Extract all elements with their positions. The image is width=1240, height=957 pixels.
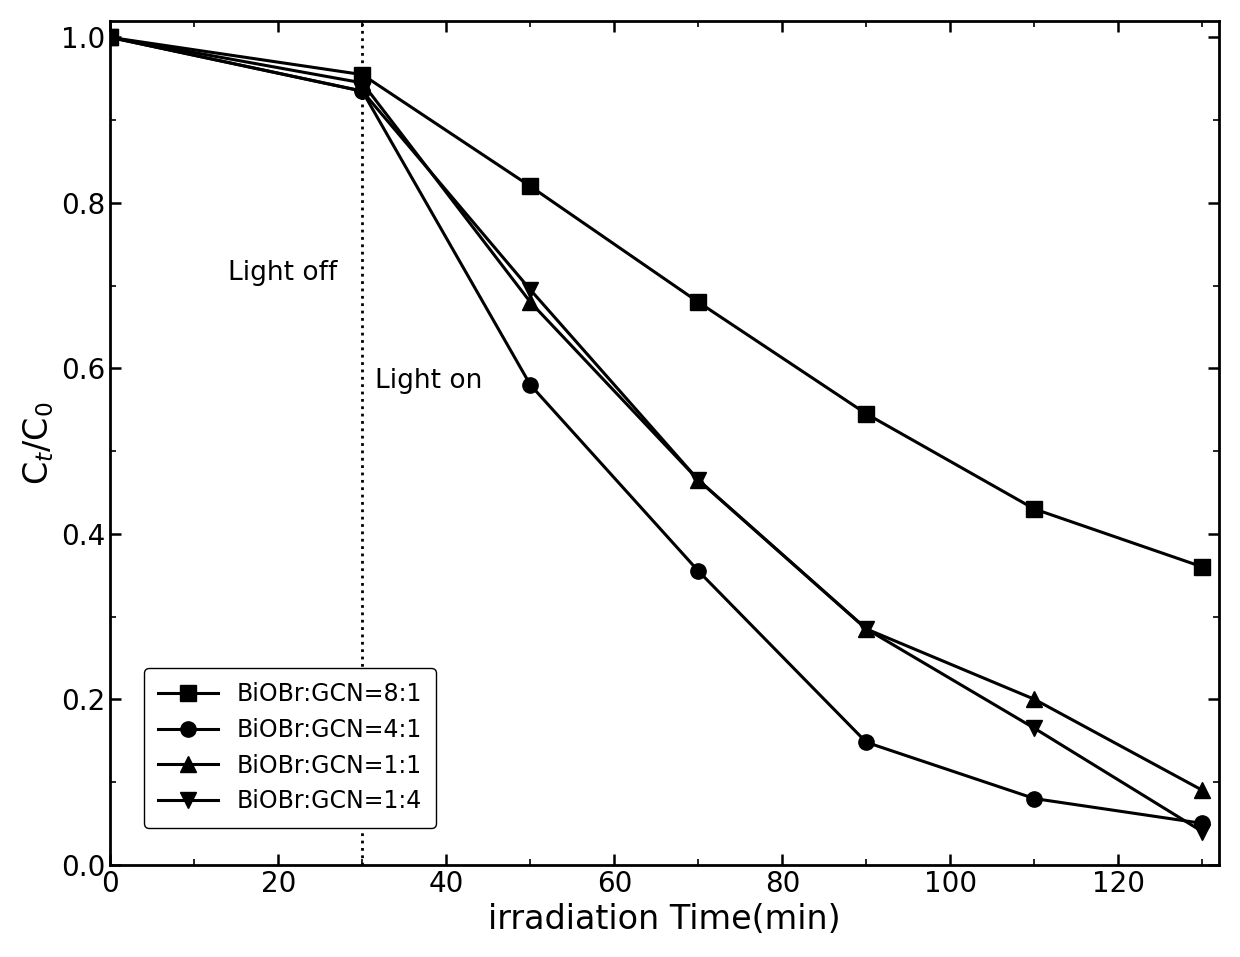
Line: BiOBr:GCN=1:1: BiOBr:GCN=1:1 — [103, 30, 1210, 798]
BiOBr:GCN=1:1 — [1027, 694, 1042, 705]
BiOBr:GCN=1:4 — [1027, 723, 1042, 734]
BiOBr:GCN=1:4 — [355, 85, 370, 97]
BiOBr:GCN=8:1 — [103, 32, 118, 43]
BiOBr:GCN=1:4 — [103, 32, 118, 43]
BiOBr:GCN=4:1 — [691, 566, 706, 577]
BiOBr:GCN=8:1 — [859, 408, 874, 419]
BiOBr:GCN=4:1 — [355, 85, 370, 97]
BiOBr:GCN=8:1 — [523, 181, 538, 192]
BiOBr:GCN=8:1 — [1027, 503, 1042, 515]
BiOBr:GCN=8:1 — [355, 69, 370, 80]
Line: BiOBr:GCN=8:1: BiOBr:GCN=8:1 — [103, 30, 1210, 574]
X-axis label: irradiation Time(min): irradiation Time(min) — [489, 903, 841, 936]
Text: Light on: Light on — [374, 367, 482, 393]
Text: Light off: Light off — [228, 260, 337, 286]
Line: BiOBr:GCN=1:4: BiOBr:GCN=1:4 — [103, 30, 1210, 839]
BiOBr:GCN=4:1 — [859, 737, 874, 748]
BiOBr:GCN=1:1 — [1195, 785, 1210, 796]
BiOBr:GCN=4:1 — [523, 379, 538, 390]
BiOBr:GCN=1:4 — [523, 284, 538, 296]
Y-axis label: C$_t$/C$_0$: C$_t$/C$_0$ — [21, 401, 56, 485]
BiOBr:GCN=8:1 — [1195, 561, 1210, 572]
BiOBr:GCN=1:1 — [859, 623, 874, 634]
Legend: BiOBr:GCN=8:1, BiOBr:GCN=4:1, BiOBr:GCN=1:1, BiOBr:GCN=1:4: BiOBr:GCN=8:1, BiOBr:GCN=4:1, BiOBr:GCN=… — [144, 668, 436, 828]
BiOBr:GCN=1:1 — [103, 32, 118, 43]
BiOBr:GCN=1:1 — [355, 78, 370, 89]
BiOBr:GCN=1:4 — [1195, 826, 1210, 837]
BiOBr:GCN=1:1 — [691, 475, 706, 486]
BiOBr:GCN=1:4 — [691, 475, 706, 486]
BiOBr:GCN=4:1 — [103, 32, 118, 43]
BiOBr:GCN=4:1 — [1195, 817, 1210, 829]
BiOBr:GCN=8:1 — [691, 297, 706, 308]
BiOBr:GCN=1:4 — [859, 623, 874, 634]
BiOBr:GCN=1:1 — [523, 297, 538, 308]
Line: BiOBr:GCN=4:1: BiOBr:GCN=4:1 — [103, 30, 1210, 831]
BiOBr:GCN=4:1 — [1027, 792, 1042, 804]
